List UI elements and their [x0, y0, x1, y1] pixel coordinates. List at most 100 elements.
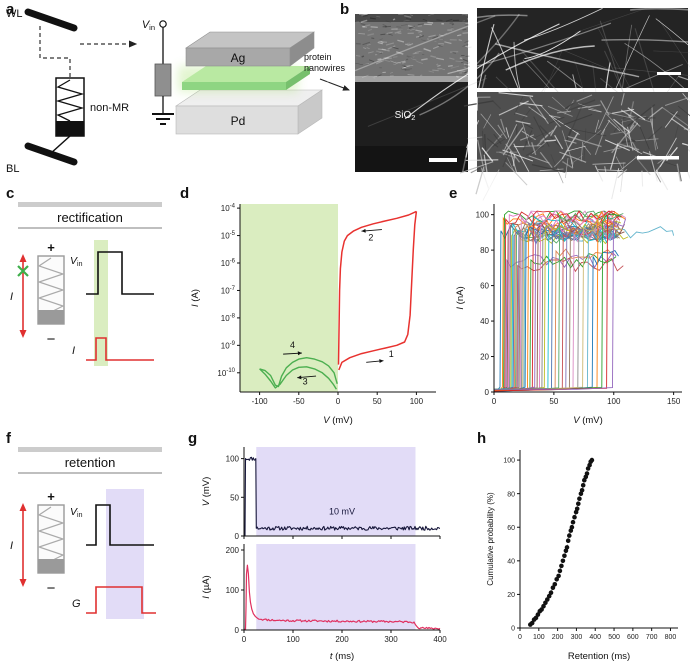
gfx-line: [367, 33, 375, 37]
gfx-line: [427, 21, 434, 24]
gfx-line: [397, 39, 405, 43]
gfx-line: [529, 96, 549, 125]
gfx-line: [513, 143, 530, 172]
panel-label-c: c: [6, 185, 15, 202]
gfx-line: [583, 128, 587, 161]
gfx-tspan: 10: [221, 204, 230, 213]
x-tick-label: 50: [373, 397, 382, 406]
gfx-line: [599, 20, 627, 102]
gfx-line: [436, 19, 443, 22]
gfx-line: [371, 37, 375, 40]
gfx-path: [523, 8, 603, 41]
y-tick-label: 10-5: [221, 231, 236, 241]
gfx-line: [594, 165, 604, 182]
gfx-line: [531, 142, 537, 156]
gfx-line: [363, 47, 367, 50]
y-tick-label: 50: [230, 493, 239, 502]
gfx-line: [407, 74, 415, 76]
gfx-line: [415, 35, 423, 38]
vin-pulse-waveform: [86, 504, 154, 546]
contact-electrode: [154, 63, 172, 97]
shaded-region: [256, 447, 416, 536]
switch-trace: [493, 210, 614, 391]
gfx-line: [464, 71, 468, 74]
gfx-line: [441, 68, 446, 71]
gfx-line: [362, 41, 371, 46]
gfx-line: [515, 120, 531, 125]
gfx-line: [382, 23, 387, 27]
gfx-line: [384, 57, 389, 60]
sem-nanowires-dense-image: [459, 92, 690, 201]
shaded-region: [240, 204, 338, 392]
gfx-line: [444, 41, 452, 45]
scatter-point: [546, 593, 552, 599]
gfx-line: [551, 96, 570, 113]
x-tick-label: 200: [552, 634, 564, 641]
gfx-line: [438, 45, 443, 47]
gfx-line: [480, 113, 502, 138]
panel-h-retention-cdf-chart: 0 100 200 300 400 500 600 700 800 0 20 40 60 80 100 Ret…: [486, 450, 678, 662]
gfx-line: [482, 130, 484, 158]
gfx-line: [594, 128, 606, 155]
gfx-line: [500, 118, 506, 133]
gfx-line: [407, 24, 415, 28]
gfx-line: [394, 30, 402, 34]
gfx-line: [564, 139, 577, 144]
gfx-line: [401, 61, 406, 64]
gfx-line: [384, 25, 392, 28]
nanowires-label-line2: nanowires: [304, 63, 346, 73]
y-tick-label: 40: [507, 558, 515, 565]
x-axis-label: V (mV): [323, 415, 353, 426]
x-tick-label: 500: [608, 634, 620, 641]
gfx-line: [462, 31, 471, 35]
vin-waveform-label: Vin: [70, 506, 83, 519]
gfx-line: [465, 13, 475, 16]
gfx-line: [528, 106, 547, 120]
gfx-line: [565, 99, 596, 113]
gfx-line: [611, 168, 620, 200]
gfx-tspan: -9: [230, 341, 236, 347]
memristor-zigzag: [37, 257, 65, 313]
gfx-line: [369, 17, 376, 20]
gfx-line: [416, 60, 424, 65]
gfx-line: [627, 126, 634, 151]
gfx-line: [664, 97, 689, 107]
gfx-line: [654, 158, 667, 174]
gfx-line: [403, 19, 410, 22]
scale-bar: [429, 158, 457, 162]
gfx-line: [450, 26, 454, 29]
vin-pulse-waveform: [86, 251, 154, 295]
memristor-symbol: [37, 255, 65, 325]
gfx-line: [390, 60, 398, 64]
scatter-point: [557, 568, 563, 574]
gfx-path: [467, 14, 528, 20]
gfx-line: [668, 111, 681, 117]
gfx-line: [462, 58, 469, 62]
gfx-line: [629, 119, 637, 129]
gfx-line: [683, 128, 690, 130]
gfx-line: [406, 55, 414, 59]
gfx-line: [528, 155, 550, 164]
gfx-line: [360, 19, 368, 23]
gfx-line: [470, 164, 486, 174]
gfx-line: [466, 120, 480, 148]
gfx-line: [463, 66, 467, 69]
gfx-tspan: 10: [221, 232, 230, 241]
gfx-line: [676, 163, 682, 182]
panel-a-schematic: WL non-MR BL Pd Ag Vin: [6, 8, 350, 175]
gfx-path: [524, 30, 581, 59]
gfx-path: [505, 45, 595, 71]
retention-title: retention: [65, 455, 116, 470]
gfx-line: [405, 43, 412, 47]
y-tick-label: 0: [235, 626, 240, 635]
x-tick-label: 300: [571, 634, 583, 641]
gfx-tspan: (mV): [330, 415, 353, 426]
gfx-line: [397, 60, 406, 64]
gfx-line: [465, 159, 499, 161]
gfx-line: [620, 93, 625, 106]
retention-window-band: [106, 489, 144, 619]
gfx-line: [445, 18, 453, 22]
gfx-path: [447, 22, 612, 75]
gfx-tspan: (nA): [455, 286, 466, 307]
x-tick-label: 100: [607, 397, 621, 406]
